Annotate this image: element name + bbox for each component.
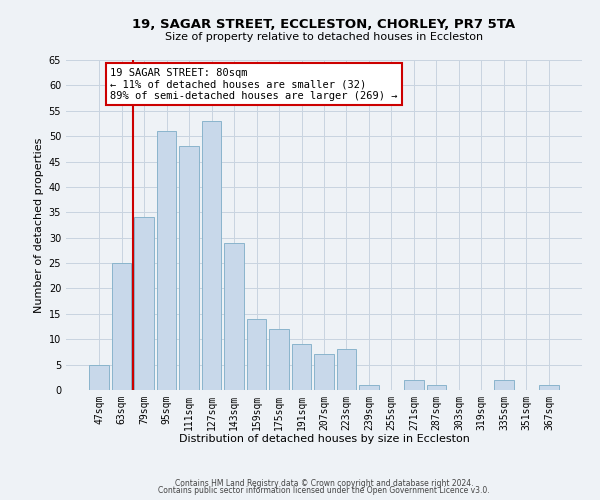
Text: 19, SAGAR STREET, ECCLESTON, CHORLEY, PR7 5TA: 19, SAGAR STREET, ECCLESTON, CHORLEY, PR…: [133, 18, 515, 30]
Text: Contains HM Land Registry data © Crown copyright and database right 2024.: Contains HM Land Registry data © Crown c…: [175, 478, 473, 488]
Bar: [112, 263, 131, 390]
Bar: [179, 146, 199, 390]
Bar: [337, 350, 356, 390]
Bar: [292, 344, 311, 390]
Bar: [269, 329, 289, 390]
Bar: [157, 131, 176, 390]
Bar: [224, 243, 244, 390]
Bar: [494, 380, 514, 390]
Bar: [314, 354, 334, 390]
Bar: [89, 364, 109, 390]
Bar: [134, 218, 154, 390]
Text: 19 SAGAR STREET: 80sqm
← 11% of detached houses are smaller (32)
89% of semi-det: 19 SAGAR STREET: 80sqm ← 11% of detached…: [110, 68, 398, 101]
Bar: [247, 319, 266, 390]
Bar: [539, 385, 559, 390]
X-axis label: Distribution of detached houses by size in Eccleston: Distribution of detached houses by size …: [179, 434, 469, 444]
Bar: [359, 385, 379, 390]
Bar: [427, 385, 446, 390]
Y-axis label: Number of detached properties: Number of detached properties: [34, 138, 44, 312]
Text: Size of property relative to detached houses in Eccleston: Size of property relative to detached ho…: [165, 32, 483, 42]
Bar: [202, 121, 221, 390]
Bar: [404, 380, 424, 390]
Text: Contains public sector information licensed under the Open Government Licence v3: Contains public sector information licen…: [158, 486, 490, 495]
